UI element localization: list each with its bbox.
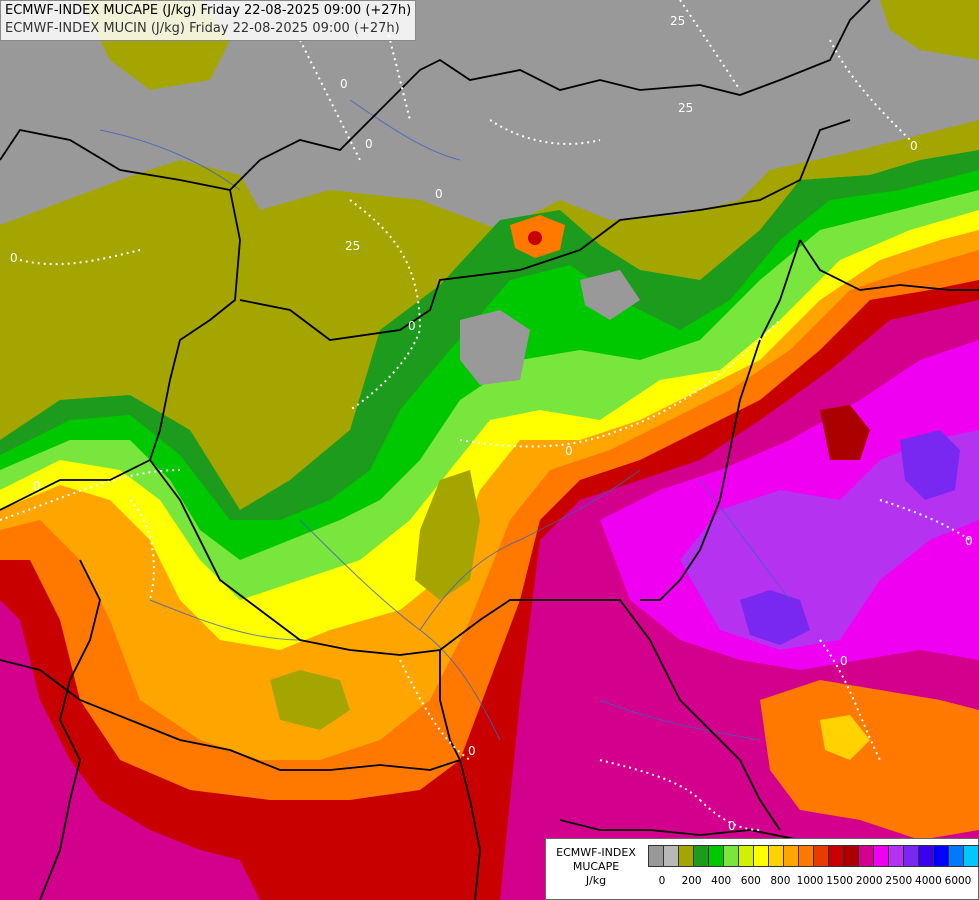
legend-swatch xyxy=(663,845,679,867)
legend-swatch xyxy=(738,845,754,867)
legend-swatch xyxy=(693,845,709,867)
legend-tick: 4000 xyxy=(915,875,942,887)
olive-island-southwest xyxy=(270,670,350,730)
blue-core-region xyxy=(740,590,810,645)
contour-label: 0 xyxy=(33,479,41,493)
contour-label: 0 xyxy=(910,139,918,153)
contour-label: 0 xyxy=(408,319,416,333)
legend-swatch xyxy=(843,845,859,867)
legend-tick: 2500 xyxy=(885,875,913,887)
rivers xyxy=(99,99,791,741)
legend-swatch xyxy=(873,845,889,867)
cin-contours xyxy=(0,0,971,831)
legend-tick: 600 xyxy=(740,875,761,887)
legend-swatch xyxy=(768,845,784,867)
map-title-mucin: ECMWF-INDEX MUCIN (J/kg) Friday 22-08-20… xyxy=(5,21,400,36)
legend-swatch xyxy=(723,845,739,867)
olive-island-central xyxy=(415,470,480,600)
legend-tick: 2000 xyxy=(855,875,883,887)
legend-tick: 200 xyxy=(681,875,702,887)
contour-label: 25 xyxy=(678,101,693,115)
legend-tick: 800 xyxy=(770,875,791,887)
contour-label: 0 xyxy=(435,187,443,201)
contour-label: 0 xyxy=(365,137,373,151)
legend-swatch xyxy=(903,845,919,867)
map-title-mucape: ECMWF-INDEX MUCAPE (J/kg) Friday 22-08-2… xyxy=(5,3,412,18)
legend-swatch xyxy=(783,845,799,867)
legend-swatch xyxy=(933,845,949,867)
blue-core-east xyxy=(900,430,960,500)
legend-swatch xyxy=(948,845,964,867)
legend-unit-label: J/kg xyxy=(585,874,607,887)
olive-patch-northeast xyxy=(880,0,979,60)
map-title-box: ECMWF-INDEX MUCAPE (J/kg) Friday 22-08-2… xyxy=(0,0,417,41)
olive-patch-west xyxy=(0,230,200,340)
legend-tick: 1500 xyxy=(826,875,853,887)
legend-swatch xyxy=(858,845,874,867)
legend-swatch xyxy=(708,845,724,867)
contour-label: 0 xyxy=(565,444,573,458)
legend-swatch xyxy=(753,845,769,867)
legend-swatch xyxy=(828,845,844,867)
contour-label: 0 xyxy=(340,77,348,91)
gray-island-1 xyxy=(460,310,530,385)
legend-tick: 400 xyxy=(711,875,732,887)
legend-variable-label: MUCAPE xyxy=(572,860,620,873)
legend-swatch xyxy=(678,845,694,867)
contour-labels: 0 0 0 0 0 0 0 0 0 0 0 0 25 25 25 xyxy=(10,14,973,833)
contour-label: 25 xyxy=(670,14,685,28)
purple-region xyxy=(680,430,979,650)
legend-tick: 1000 xyxy=(796,875,824,887)
yellow-southeast-patch xyxy=(820,715,870,760)
legend-swatch xyxy=(798,845,814,867)
contour-label: 0 xyxy=(728,819,736,833)
legend-swatch xyxy=(888,845,904,867)
legend-tick: 6000 xyxy=(944,875,972,887)
orange-southeast xyxy=(760,680,979,840)
contour-label: 0 xyxy=(10,251,18,265)
red-east-patch xyxy=(820,405,870,460)
gray-island-2 xyxy=(580,270,640,320)
legend-tick: 0 xyxy=(658,875,666,887)
contour-label: 0 xyxy=(840,654,848,668)
legend-swatch xyxy=(918,845,934,867)
north-hotspot-core xyxy=(528,231,542,245)
contour-label: 0 xyxy=(965,534,973,548)
legend-swatch xyxy=(963,845,979,867)
contour-label: 0 xyxy=(468,744,476,758)
legend-swatch xyxy=(648,845,664,867)
legend-swatches xyxy=(648,845,979,867)
contour-label: 25 xyxy=(345,239,360,253)
color-legend: ECMWF-INDEX MUCAPE J/kg 0 200 400 600 800 100… xyxy=(545,838,979,900)
legend-swatch xyxy=(813,845,829,867)
legend-source-label: ECMWF-INDEX xyxy=(556,846,636,859)
